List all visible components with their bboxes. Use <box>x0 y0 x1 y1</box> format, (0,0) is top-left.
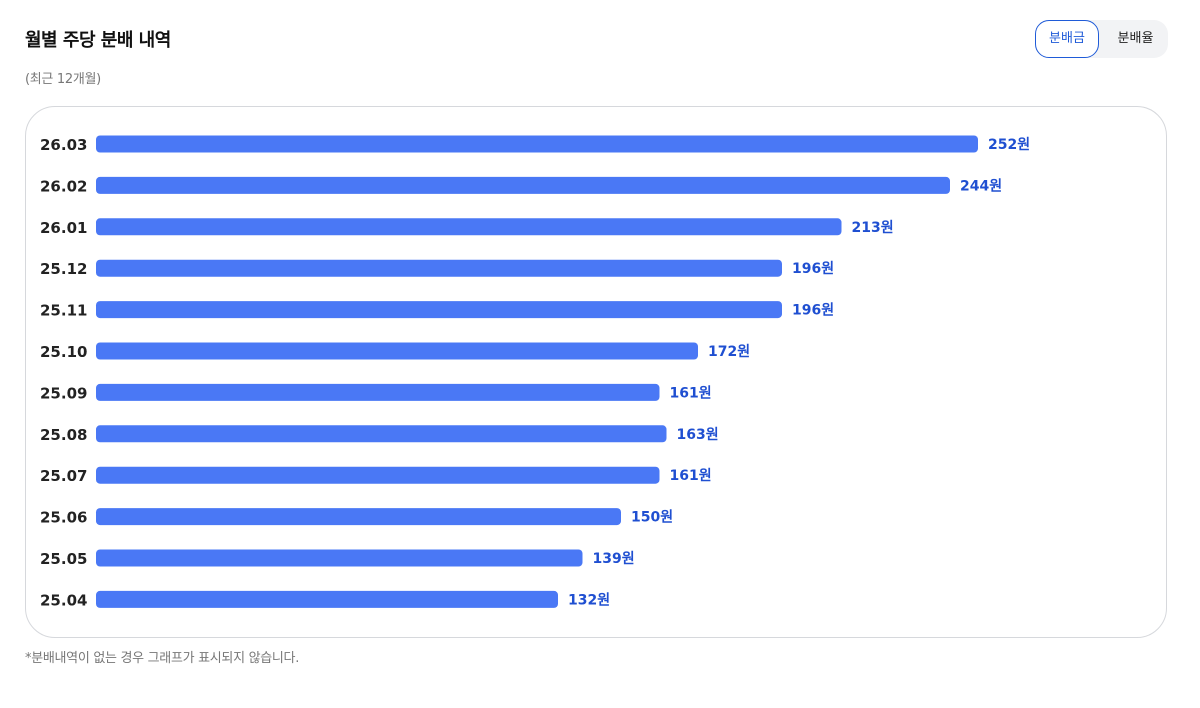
chart-card: 26.03 252원 26.02 244원 26.01 213원 25.12 196원 25.1… <box>25 106 1167 638</box>
value-label: 196원 <box>792 303 834 319</box>
bar[interactable] <box>96 135 978 153</box>
value-label: 172원 <box>708 344 750 360</box>
category-label: 26.01 <box>40 219 87 237</box>
category-label: 26.02 <box>40 177 87 195</box>
value-label: 161원 <box>670 468 712 484</box>
bar[interactable] <box>96 508 621 526</box>
value-label: 252원 <box>988 137 1030 153</box>
category-label: 25.06 <box>40 509 87 527</box>
bar[interactable] <box>96 549 583 567</box>
value-label: 132원 <box>568 592 610 608</box>
category-label: 25.08 <box>40 426 87 444</box>
value-label: 150원 <box>631 510 673 526</box>
bar[interactable] <box>96 259 782 277</box>
metric-toggle: 분배금 분배율 <box>1035 20 1168 58</box>
value-label: 196원 <box>792 261 834 277</box>
chart-title: 월별 주당 분배 내역 <box>25 30 171 51</box>
bar[interactable] <box>96 590 558 608</box>
bar[interactable] <box>96 425 667 443</box>
category-label: 25.10 <box>40 343 87 361</box>
value-label: 139원 <box>593 551 635 567</box>
category-label: 25.12 <box>40 260 87 278</box>
bar[interactable] <box>96 301 782 319</box>
footnote: *분배내역이 없는 경우 그래프가 표시되지 않습니다. <box>25 651 300 666</box>
category-label: 25.07 <box>40 467 87 485</box>
category-label: 25.11 <box>40 302 87 320</box>
toggle-distribution-rate[interactable]: 분배율 <box>1117 31 1154 46</box>
value-label: 163원 <box>677 427 719 443</box>
bar[interactable] <box>96 218 842 236</box>
value-label: 161원 <box>670 385 712 401</box>
toggle-distribution-amount[interactable]: 분배금 <box>1035 20 1099 58</box>
category-label: 25.04 <box>40 591 87 609</box>
bar[interactable] <box>96 342 698 360</box>
chart-subtitle: (최근 12개월) <box>25 72 101 87</box>
bar[interactable] <box>96 176 950 194</box>
bar[interactable] <box>96 466 660 484</box>
category-label: 25.09 <box>40 384 87 402</box>
category-label: 26.03 <box>40 136 87 154</box>
bar[interactable] <box>96 383 660 401</box>
bar-chart: 26.03 252원 26.02 244원 26.01 213원 25.12 196원 25.1… <box>40 135 1030 609</box>
value-label: 213원 <box>852 220 894 236</box>
value-label: 244원 <box>960 178 1002 194</box>
category-label: 25.05 <box>40 550 87 568</box>
